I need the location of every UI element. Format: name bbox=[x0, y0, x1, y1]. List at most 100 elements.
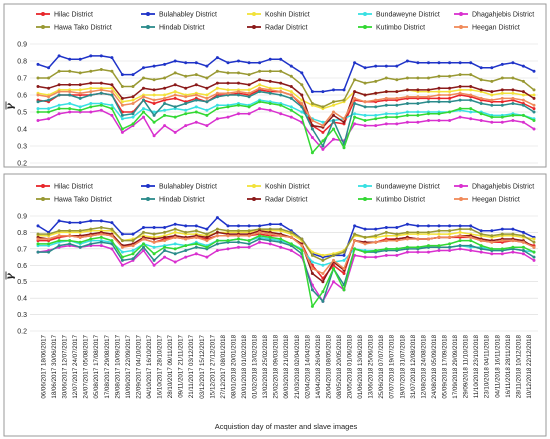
data-point bbox=[353, 115, 357, 119]
y-tick-label: 0.8 bbox=[17, 230, 27, 237]
data-point bbox=[427, 112, 430, 116]
data-point bbox=[332, 88, 335, 92]
data-point bbox=[511, 91, 515, 95]
data-point bbox=[131, 73, 135, 77]
y-tick-label: 0.3 bbox=[17, 144, 27, 151]
y-tick-label: 0.6 bbox=[17, 93, 27, 100]
y-tick-label: 0.3 bbox=[17, 312, 27, 319]
data-point bbox=[142, 86, 145, 90]
data-point bbox=[194, 93, 198, 97]
data-point bbox=[427, 230, 430, 234]
series-line-kutimbo-district bbox=[38, 234, 535, 308]
data-point bbox=[500, 96, 504, 100]
data-point bbox=[511, 88, 515, 92]
data-point bbox=[152, 232, 156, 236]
data-point bbox=[363, 113, 367, 117]
data-point bbox=[78, 83, 82, 87]
data-point bbox=[163, 113, 167, 117]
data-point bbox=[152, 237, 156, 241]
legend-entry-label: Radar District bbox=[265, 197, 307, 204]
data-point bbox=[374, 255, 378, 259]
data-point bbox=[532, 119, 536, 122]
x-tick-label: 21/03/2018 02/04/2018 bbox=[294, 334, 301, 398]
data-point bbox=[300, 93, 304, 97]
data-point bbox=[226, 224, 230, 228]
data-point bbox=[300, 115, 304, 119]
data-point bbox=[437, 229, 441, 233]
legend-entry-label: Kutimbo District bbox=[376, 25, 425, 32]
data-point bbox=[310, 124, 314, 128]
data-point bbox=[500, 103, 504, 107]
data-point bbox=[142, 115, 145, 119]
data-point bbox=[131, 115, 135, 119]
data-point bbox=[521, 120, 525, 124]
data-point bbox=[36, 85, 40, 88]
data-point bbox=[384, 64, 388, 68]
data-point bbox=[194, 242, 198, 246]
data-point bbox=[268, 242, 272, 246]
data-point bbox=[363, 93, 367, 97]
data-point bbox=[131, 239, 135, 243]
data-point bbox=[511, 76, 515, 80]
data-point bbox=[321, 258, 325, 262]
data-point bbox=[279, 245, 283, 249]
data-point bbox=[163, 93, 167, 97]
data-point bbox=[521, 234, 525, 238]
data-point bbox=[490, 103, 494, 107]
data-point bbox=[215, 86, 219, 90]
data-point bbox=[247, 229, 251, 233]
data-point bbox=[99, 88, 103, 92]
data-point bbox=[289, 108, 293, 112]
data-point bbox=[99, 232, 103, 236]
data-point bbox=[437, 232, 441, 236]
legend-swatch-marker bbox=[41, 12, 45, 16]
data-point bbox=[332, 258, 335, 262]
data-point bbox=[173, 71, 177, 75]
data-point bbox=[89, 90, 93, 94]
data-point bbox=[268, 102, 272, 105]
data-point bbox=[152, 120, 156, 124]
data-point bbox=[374, 240, 378, 244]
data-point bbox=[437, 61, 441, 65]
data-point bbox=[332, 127, 335, 131]
data-point bbox=[268, 88, 272, 92]
x-tick-label: 04/11/2018 16/11/2018 bbox=[494, 334, 501, 397]
data-point bbox=[416, 237, 420, 241]
data-point bbox=[215, 234, 219, 238]
data-point bbox=[500, 115, 504, 119]
x-tick-label: 11/10/2018 23/10/2018 bbox=[473, 334, 480, 398]
data-point bbox=[173, 222, 177, 226]
data-point bbox=[532, 103, 536, 107]
series-line-hawa-tako-district bbox=[38, 226, 535, 262]
data-point bbox=[57, 239, 61, 243]
x-tick-label: 08/05/2018 20/05/2018 bbox=[336, 334, 343, 398]
x-tick-label: 18/06/2017 30/06/2017 bbox=[51, 334, 58, 398]
data-point bbox=[458, 61, 462, 65]
y-tick-label: 0.8 bbox=[17, 59, 27, 66]
data-point bbox=[363, 235, 367, 239]
data-point bbox=[258, 100, 262, 104]
data-point bbox=[469, 227, 473, 231]
data-point bbox=[532, 258, 536, 262]
data-point bbox=[36, 224, 40, 228]
data-point bbox=[427, 224, 430, 228]
data-point bbox=[173, 59, 177, 63]
data-point bbox=[215, 107, 219, 111]
data-point bbox=[205, 96, 209, 100]
data-point bbox=[395, 239, 399, 243]
data-point bbox=[532, 240, 536, 244]
data-point bbox=[332, 110, 335, 114]
legend-swatch-marker bbox=[41, 184, 45, 188]
data-point bbox=[173, 227, 177, 231]
data-point bbox=[247, 112, 251, 116]
data-point bbox=[384, 122, 388, 126]
data-point bbox=[226, 71, 230, 75]
data-point bbox=[321, 263, 325, 267]
data-point bbox=[194, 235, 198, 239]
data-point bbox=[437, 96, 441, 100]
data-point bbox=[152, 245, 156, 249]
data-point bbox=[173, 96, 177, 100]
data-point bbox=[490, 247, 494, 251]
data-point bbox=[47, 110, 51, 114]
